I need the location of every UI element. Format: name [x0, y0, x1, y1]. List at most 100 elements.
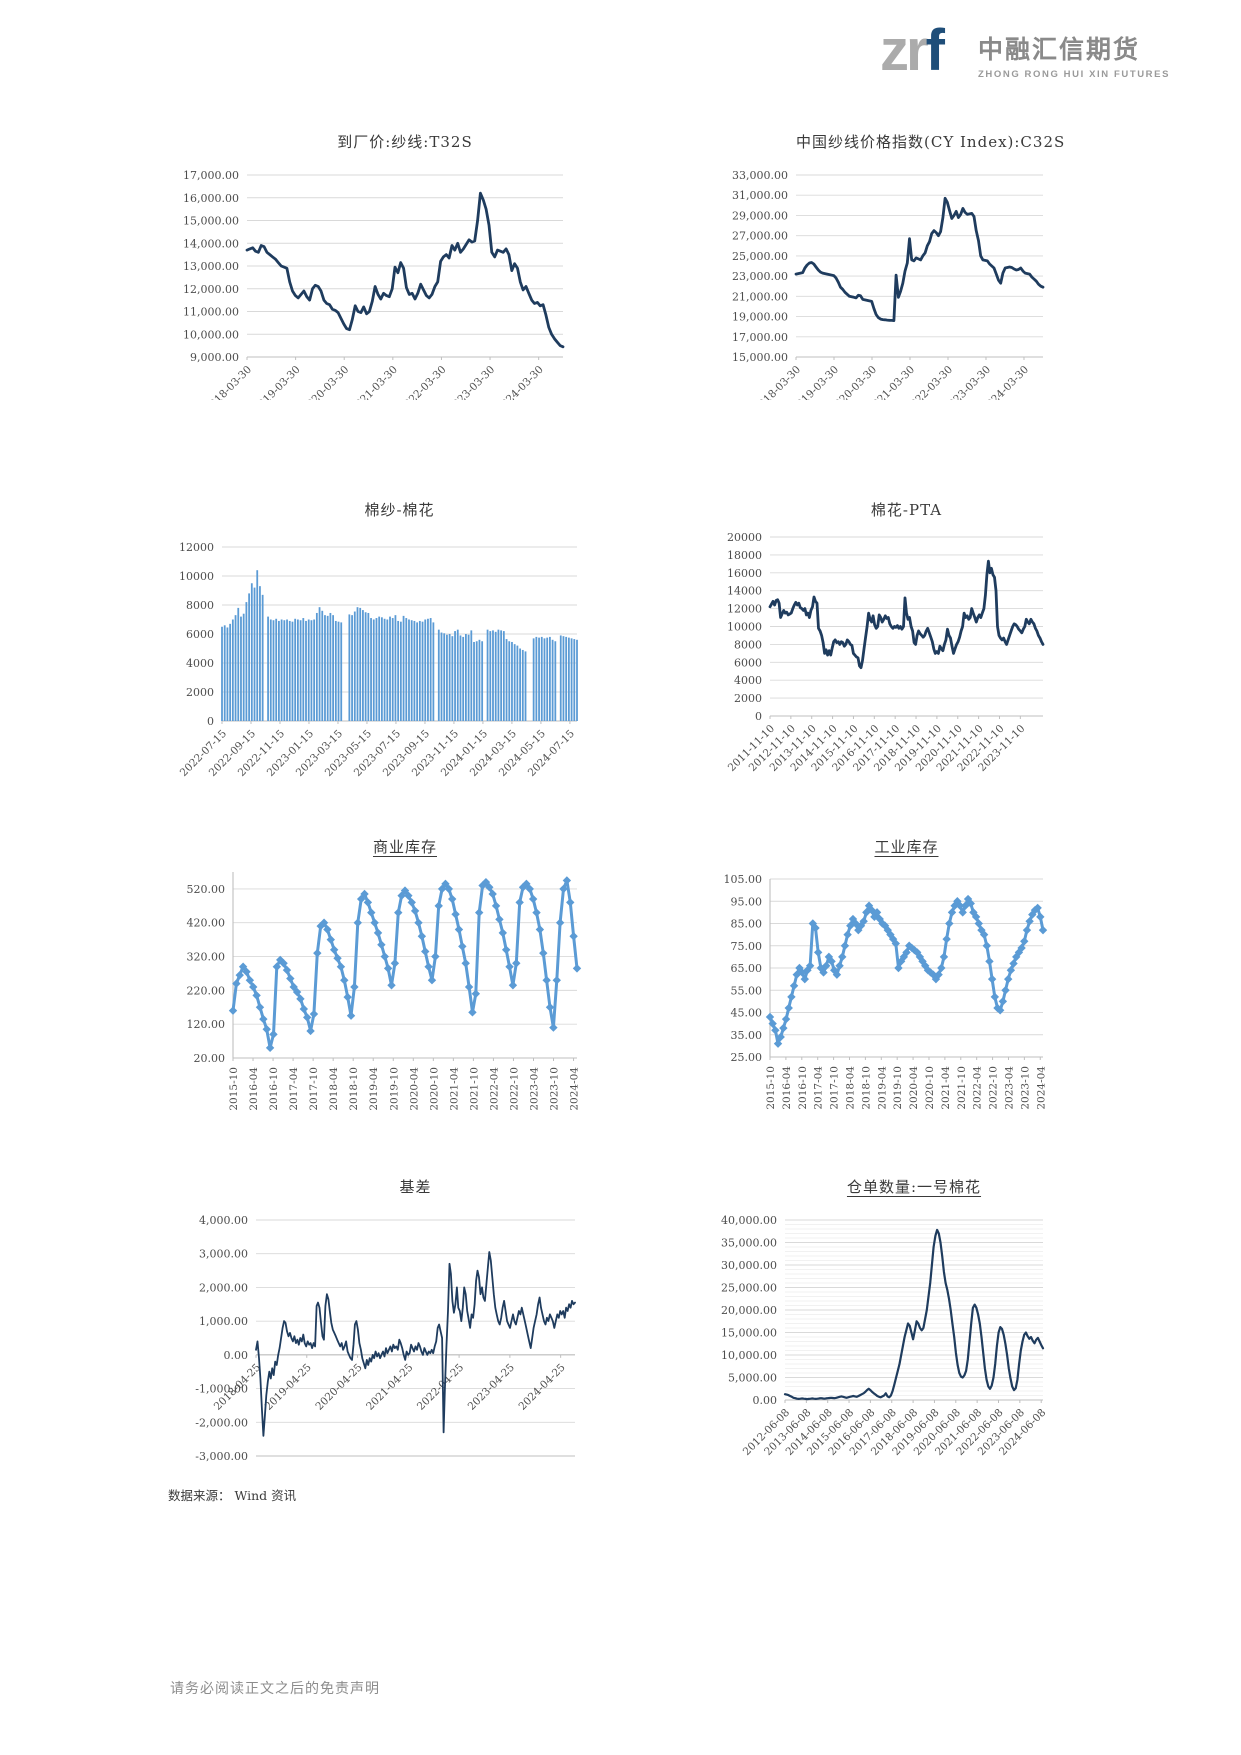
chart-factory-price-yarn-t32s: 到厂价:纱线:T32S 17,000.00 16,000.00 15,000.00 1…	[135, 125, 590, 400]
svg-text:4,000.00: 4,000.00	[199, 1214, 248, 1227]
svg-text:2016-10: 2016-10	[268, 1067, 280, 1111]
svg-text:17,000.00: 17,000.00	[183, 169, 239, 182]
svg-text:31,000.00: 31,000.00	[732, 189, 788, 202]
svg-text:14,000.00: 14,000.00	[183, 237, 239, 250]
svg-text:2018-03-30: 2018-03-30	[752, 364, 803, 400]
svg-text:35.00: 35.00	[731, 1029, 763, 1042]
svg-text:15,000.00: 15,000.00	[721, 1327, 777, 1340]
svg-text:10,000.00: 10,000.00	[721, 1349, 777, 1362]
svg-text:2000: 2000	[186, 686, 214, 699]
svg-text:2020-04-25: 2020-04-25	[313, 1361, 364, 1412]
svg-text:9,000.00: 9,000.00	[190, 351, 239, 364]
chart-canvas-c1: 17,000.00 16,000.00 15,000.00 14,000.00 13,0…	[183, 169, 565, 400]
svg-text:2023-04: 2023-04	[528, 1067, 540, 1111]
chart-title: 仓单数量:一号棉花	[846, 1178, 982, 1196]
svg-text:2022-04-25: 2022-04-25	[415, 1361, 466, 1412]
svg-text:2024-04: 2024-04	[569, 1067, 581, 1111]
svg-text:25,000.00: 25,000.00	[721, 1282, 777, 1295]
logo-zr: zr	[880, 18, 929, 83]
svg-text:2023-03-30: 2023-03-30	[446, 364, 497, 400]
svg-text:2018-03-30: 2018-03-30	[203, 364, 254, 400]
chart-title: 棉纱-棉花	[364, 501, 435, 519]
svg-text:2022-10: 2022-10	[988, 1066, 1000, 1110]
logo-zrf-mark: zrf	[880, 16, 945, 86]
svg-text:2018-04: 2018-04	[328, 1067, 340, 1111]
svg-text:75.00: 75.00	[731, 940, 763, 953]
svg-text:19,000.00: 19,000.00	[732, 311, 788, 324]
svg-text:12,000.00: 12,000.00	[183, 283, 239, 296]
svg-text:2016-04: 2016-04	[781, 1066, 793, 1110]
svg-text:2019-04: 2019-04	[368, 1067, 380, 1111]
svg-text:2019-04: 2019-04	[876, 1066, 888, 1110]
svg-text:15,000.00: 15,000.00	[732, 351, 788, 364]
svg-text:2021-10: 2021-10	[956, 1066, 968, 1110]
svg-text:18000: 18000	[727, 549, 762, 562]
svg-text:4000: 4000	[186, 657, 214, 670]
svg-text:25.00: 25.00	[731, 1051, 763, 1064]
chart-warehouse-receipts-no1-cotton: 仓单数量:一号棉花 40,000.00 35,000.00 30,000.00 25,…	[605, 1170, 1065, 1500]
chart-title: 棉花-PTA	[870, 501, 943, 519]
svg-text:2021-04: 2021-04	[940, 1066, 952, 1110]
svg-text:25,000.00: 25,000.00	[732, 250, 788, 263]
svg-text:40,000.00: 40,000.00	[721, 1214, 777, 1227]
svg-text:0: 0	[755, 710, 762, 723]
logo-company-name-cn: 中融汇信期货	[978, 36, 1141, 64]
svg-text:85.00: 85.00	[731, 918, 763, 931]
svg-text:2024-04-25: 2024-04-25	[516, 1361, 567, 1412]
svg-text:2017-10: 2017-10	[829, 1066, 841, 1110]
svg-text:2015-10: 2015-10	[228, 1067, 240, 1111]
svg-text:2022-10: 2022-10	[508, 1067, 520, 1111]
svg-text:16000: 16000	[727, 567, 762, 580]
chart-canvas-c3: 1200010000800060004000200002022-07-15202…	[178, 541, 578, 779]
svg-text:65.00: 65.00	[731, 962, 763, 975]
svg-text:2020-04: 2020-04	[408, 1067, 420, 1111]
svg-text:20.00: 20.00	[194, 1052, 226, 1065]
data-source-note: 数据来源： Wind 资讯	[168, 1488, 297, 1503]
company-logo: zrf 中融汇信期货 ZHONG RONG HUI XIN FUTURES	[880, 18, 1210, 92]
svg-text:2019-10: 2019-10	[388, 1067, 400, 1111]
svg-text:2021-04: 2021-04	[448, 1067, 460, 1111]
svg-text:3,000.00: 3,000.00	[199, 1248, 248, 1261]
svg-text:17,000.00: 17,000.00	[732, 331, 788, 344]
chart-cotton-minus-pta: 棉花-PTA 20000 18000 16000 14000 12000 10000 800…	[605, 493, 1065, 793]
footer-disclaimer: 请务必阅读正文之后的免责声明	[170, 1681, 380, 1697]
svg-text:55.00: 55.00	[731, 984, 763, 997]
chart-canvas-c6: 105.00 95.00 85.00 75.00 65.00 55.00 45.00 35.0…	[724, 873, 1048, 1110]
svg-text:20000: 20000	[727, 531, 762, 544]
svg-text:2022-03-30: 2022-03-30	[397, 364, 448, 400]
svg-text:2024-04: 2024-04	[1035, 1066, 1047, 1110]
svg-text:35,000.00: 35,000.00	[721, 1237, 777, 1250]
svg-text:420.00: 420.00	[187, 917, 226, 930]
svg-text:10000: 10000	[179, 570, 214, 583]
svg-text:2,000.00: 2,000.00	[199, 1281, 248, 1294]
svg-text:2023-10: 2023-10	[1019, 1066, 1031, 1110]
svg-text:2023-10: 2023-10	[549, 1067, 561, 1111]
svg-text:-2,000.00: -2,000.00	[195, 1416, 248, 1429]
svg-text:13,000.00: 13,000.00	[183, 260, 239, 273]
svg-text:-3,000.00: -3,000.00	[195, 1450, 248, 1463]
svg-text:6000: 6000	[186, 628, 214, 641]
svg-text:95.00: 95.00	[731, 895, 763, 908]
svg-text:16,000.00: 16,000.00	[183, 192, 239, 205]
svg-text:2021-10: 2021-10	[468, 1067, 480, 1111]
svg-text:2019-03-30: 2019-03-30	[251, 364, 302, 400]
chart-title: 商业库存	[372, 838, 437, 856]
svg-text:11,000.00: 11,000.00	[183, 306, 239, 319]
svg-text:8000: 8000	[186, 599, 214, 612]
svg-text:2017-04: 2017-04	[288, 1067, 300, 1111]
svg-text:2024-03-30: 2024-03-30	[494, 364, 545, 400]
svg-text:6000: 6000	[734, 656, 762, 669]
svg-text:4000: 4000	[734, 674, 762, 687]
svg-text:2022-04: 2022-04	[972, 1066, 984, 1110]
svg-text:520.00: 520.00	[187, 883, 226, 896]
svg-text:33,000.00: 33,000.00	[732, 169, 788, 182]
svg-text:2020-10: 2020-10	[924, 1066, 936, 1110]
svg-text:2019-04-25: 2019-04-25	[263, 1361, 314, 1412]
svg-text:320.00: 320.00	[187, 951, 226, 964]
svg-text:2017-04: 2017-04	[813, 1066, 825, 1110]
svg-text:30,000.00: 30,000.00	[721, 1259, 777, 1272]
svg-text:220.00: 220.00	[187, 984, 226, 997]
svg-text:2020-10: 2020-10	[428, 1067, 440, 1111]
svg-text:15,000.00: 15,000.00	[183, 215, 239, 228]
svg-text:14000: 14000	[727, 585, 762, 598]
